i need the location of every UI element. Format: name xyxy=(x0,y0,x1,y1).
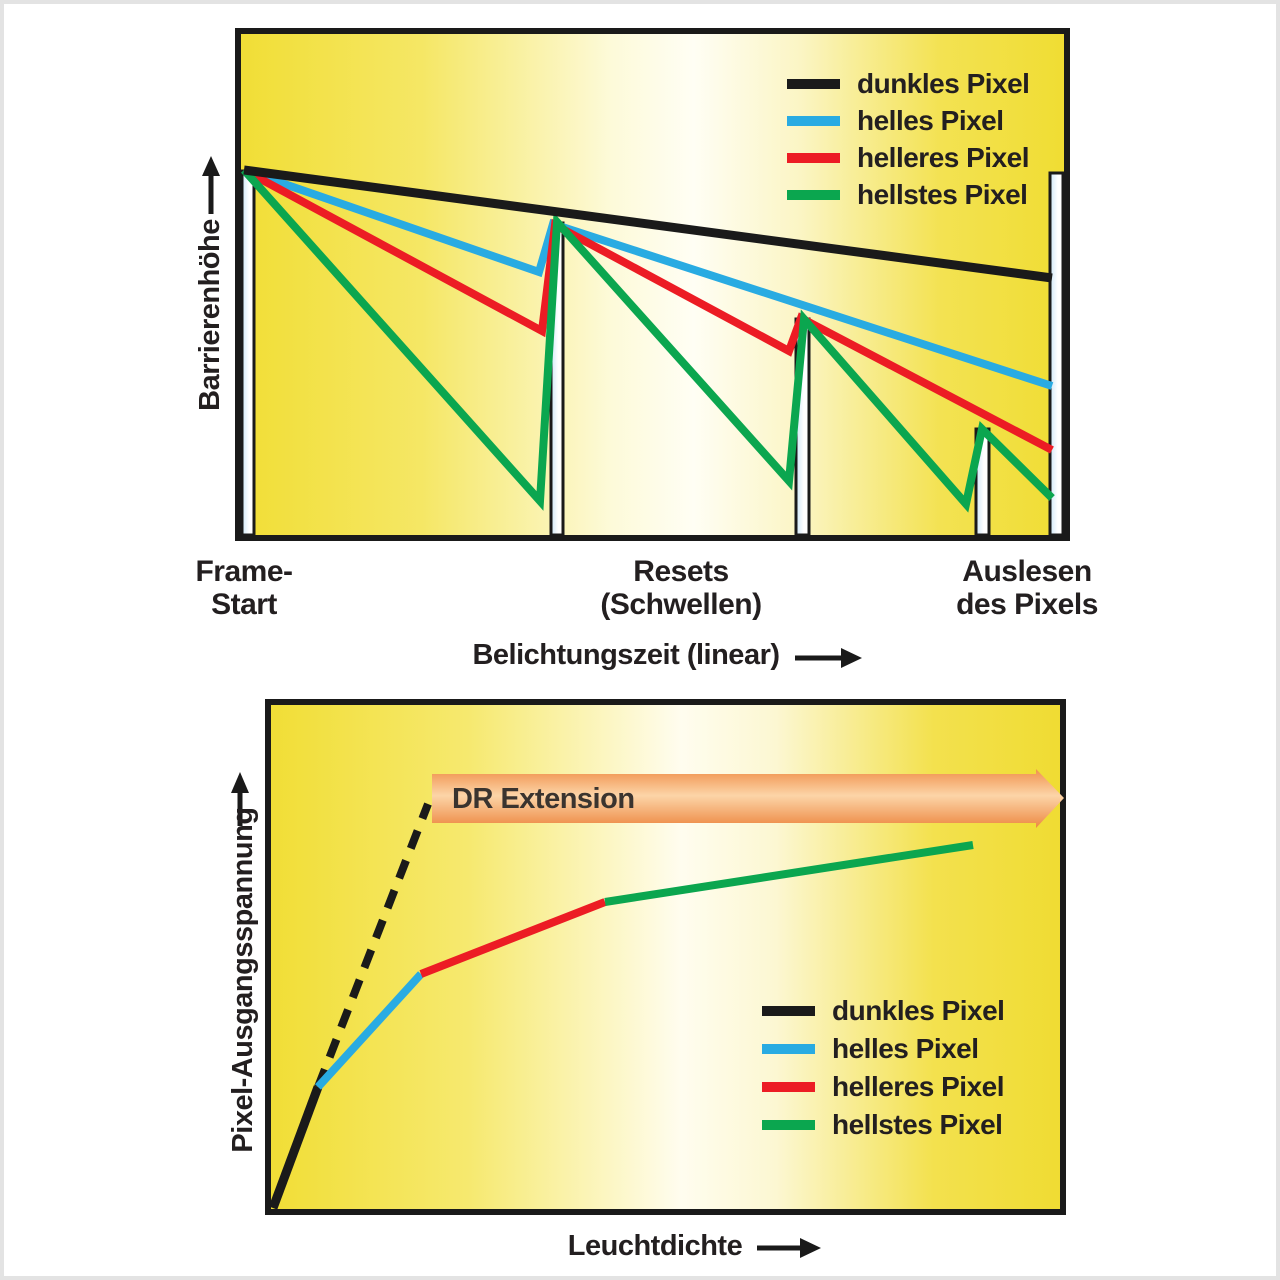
legend-item-dunkles-pixel: dunkles Pixel xyxy=(787,65,1030,102)
legend-item-hellstes-pixel: hellstes Pixel xyxy=(787,176,1029,213)
barrier-y-axis-arrow-icon xyxy=(202,156,220,214)
line-dunkles-extrapolation xyxy=(314,802,432,1089)
tick-resets-line1: Resets xyxy=(633,555,729,588)
dr-extension-arrow xyxy=(432,769,1064,828)
tick-resets-line2: (Schwellen) xyxy=(600,588,762,621)
legend-swatch-green-icon xyxy=(787,189,840,200)
legend-item-dunkles-pixel: dunkles Pixel xyxy=(762,992,1005,1030)
curve-helles-segment xyxy=(315,971,424,1090)
readout-bar xyxy=(1048,171,1065,537)
dr-extension-label: DR Extension xyxy=(452,783,635,815)
tick-readout-line2: des Pixels xyxy=(956,588,1098,621)
curve-hellstes-segment xyxy=(604,841,974,906)
line-helleres-pixel xyxy=(242,166,1054,454)
voltage-y-axis-arrow-icon xyxy=(231,772,249,826)
legend-item-helles-pixel: helles Pixel xyxy=(787,102,1029,139)
luminance-x-axis-arrow-icon xyxy=(757,1238,821,1258)
legend-swatch-red-icon xyxy=(787,152,840,163)
legend-swatch-cyan-icon xyxy=(787,115,840,126)
dr-arrow-body xyxy=(432,774,1036,823)
barrier-plot-area xyxy=(235,28,1070,541)
legend-item-helles-pixel: helles Pixel xyxy=(762,1030,1004,1068)
barrier-y-axis-label: Barrierenhöhe xyxy=(194,219,226,411)
tick-frame-start-line1: Frame- xyxy=(195,555,293,588)
dr-arrow-tip-icon xyxy=(1036,769,1064,828)
legend-label: helles Pixel xyxy=(857,104,1004,136)
tick-readout: Auslesen des Pixels xyxy=(902,555,1152,621)
legend-label: hellstes Pixel xyxy=(832,1109,1003,1140)
curve-dunkles-segment xyxy=(268,1085,323,1210)
legend-label: helleres Pixel xyxy=(857,141,1030,173)
legend-label: helles Pixel xyxy=(832,1033,979,1064)
voltage-plot-legend: dunkles Pixel helles Pixel helleres Pixe… xyxy=(762,992,1005,1144)
legend-label: dunkles Pixel xyxy=(857,67,1030,99)
legend-swatch-red-icon xyxy=(762,1082,815,1092)
legend-item-helleres-pixel: helleres Pixel xyxy=(787,139,1030,176)
line-dunkles-pixel xyxy=(243,165,1053,283)
tick-frame-start-line2: Start xyxy=(211,588,277,621)
legend-swatch-black-icon xyxy=(762,1006,815,1016)
luminance-x-axis-label: Leuchtdichte xyxy=(567,1230,743,1262)
barrier-series xyxy=(241,165,1055,513)
tick-resets: Resets (Schwellen) xyxy=(556,555,806,621)
voltage-y-axis-label: Pixel-Ausgangsspannung xyxy=(227,807,259,1153)
frame-start-bar xyxy=(240,169,256,537)
legend-label: hellstes Pixel xyxy=(857,178,1028,210)
legend-item-helleres-pixel: helleres Pixel xyxy=(762,1068,1005,1106)
legend-swatch-green-icon xyxy=(762,1120,815,1130)
line-helles-pixel xyxy=(242,166,1054,390)
tick-frame-start: Frame- Start xyxy=(169,555,319,621)
exposure-x-axis-arrow-icon xyxy=(795,648,862,668)
legend-item-hellstes-pixel: hellstes Pixel xyxy=(762,1106,1004,1144)
barrier-plot-legend: dunkles Pixel helles Pixel helleres Pixe… xyxy=(787,65,1030,213)
exposure-x-axis-label: Belichtungszeit (linear) xyxy=(472,639,780,671)
legend-swatch-cyan-icon xyxy=(762,1044,815,1054)
legend-label: dunkles Pixel xyxy=(832,995,1005,1026)
voltage-series xyxy=(268,802,974,1210)
legend-label: helleres Pixel xyxy=(832,1071,1005,1102)
curve-helleres-segment xyxy=(419,898,607,978)
legend-swatch-black-icon xyxy=(787,78,840,89)
chart-lines-layer xyxy=(202,156,1065,1258)
line-hellstes-pixel xyxy=(241,167,1055,513)
tick-readout-line1: Auslesen xyxy=(962,555,1092,588)
